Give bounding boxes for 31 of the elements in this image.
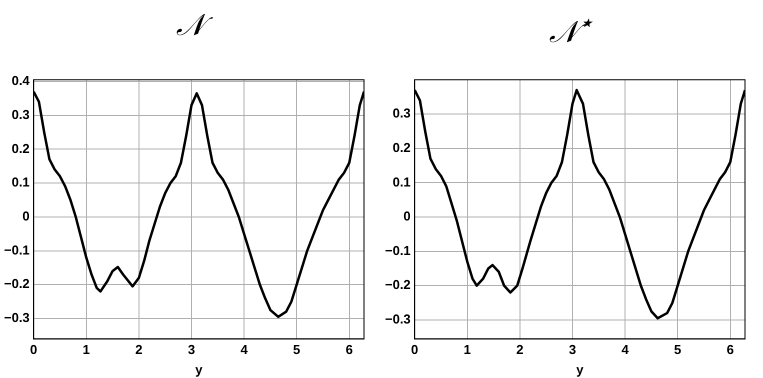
x-tick-label: 5 [293,342,300,358]
y-tick-label: −0.1 [4,242,30,258]
x-tick-label: 2 [135,342,142,358]
y-tick-label: −0.3 [4,310,30,326]
x-tick-label: 6 [726,342,734,358]
x-axis-title: y [195,362,204,377]
y-tick-label: 0.4 [12,73,30,88]
y-tick-label: −0.2 [4,276,30,292]
y-tick-label: 0 [403,208,411,224]
x-tick-label: 1 [82,342,90,358]
x-tick-label: 4 [240,342,248,358]
x-tick-label: 2 [516,342,524,358]
y-tick-label: 0.1 [12,174,30,190]
y-tick-label: −0.3 [384,312,411,327]
x-tick-label: 3 [188,342,196,358]
y-tick-label: 0.3 [12,106,30,122]
chart-title: 𝒩$^{⋆}$ [548,8,595,50]
x-tick-label: 6 [346,342,353,358]
y-tick-label: 0.2 [12,140,30,156]
y-tick-label: 0.3 [392,106,411,121]
y-tick-label: 0.1 [392,174,411,190]
y-tick-label: 0 [22,208,30,224]
x-tick-label: 4 [621,342,630,358]
y-tick-label: −0.2 [384,277,411,292]
y-tick-label: 0.2 [392,140,411,155]
x-tick-label: 3 [568,342,576,358]
x-tick-label: 5 [674,342,682,358]
y-tick-label: −0.1 [384,242,411,258]
chart-title: 𝒩 [175,8,214,43]
x-axis-title: y [576,362,584,377]
x-tick-label: 1 [464,342,471,358]
